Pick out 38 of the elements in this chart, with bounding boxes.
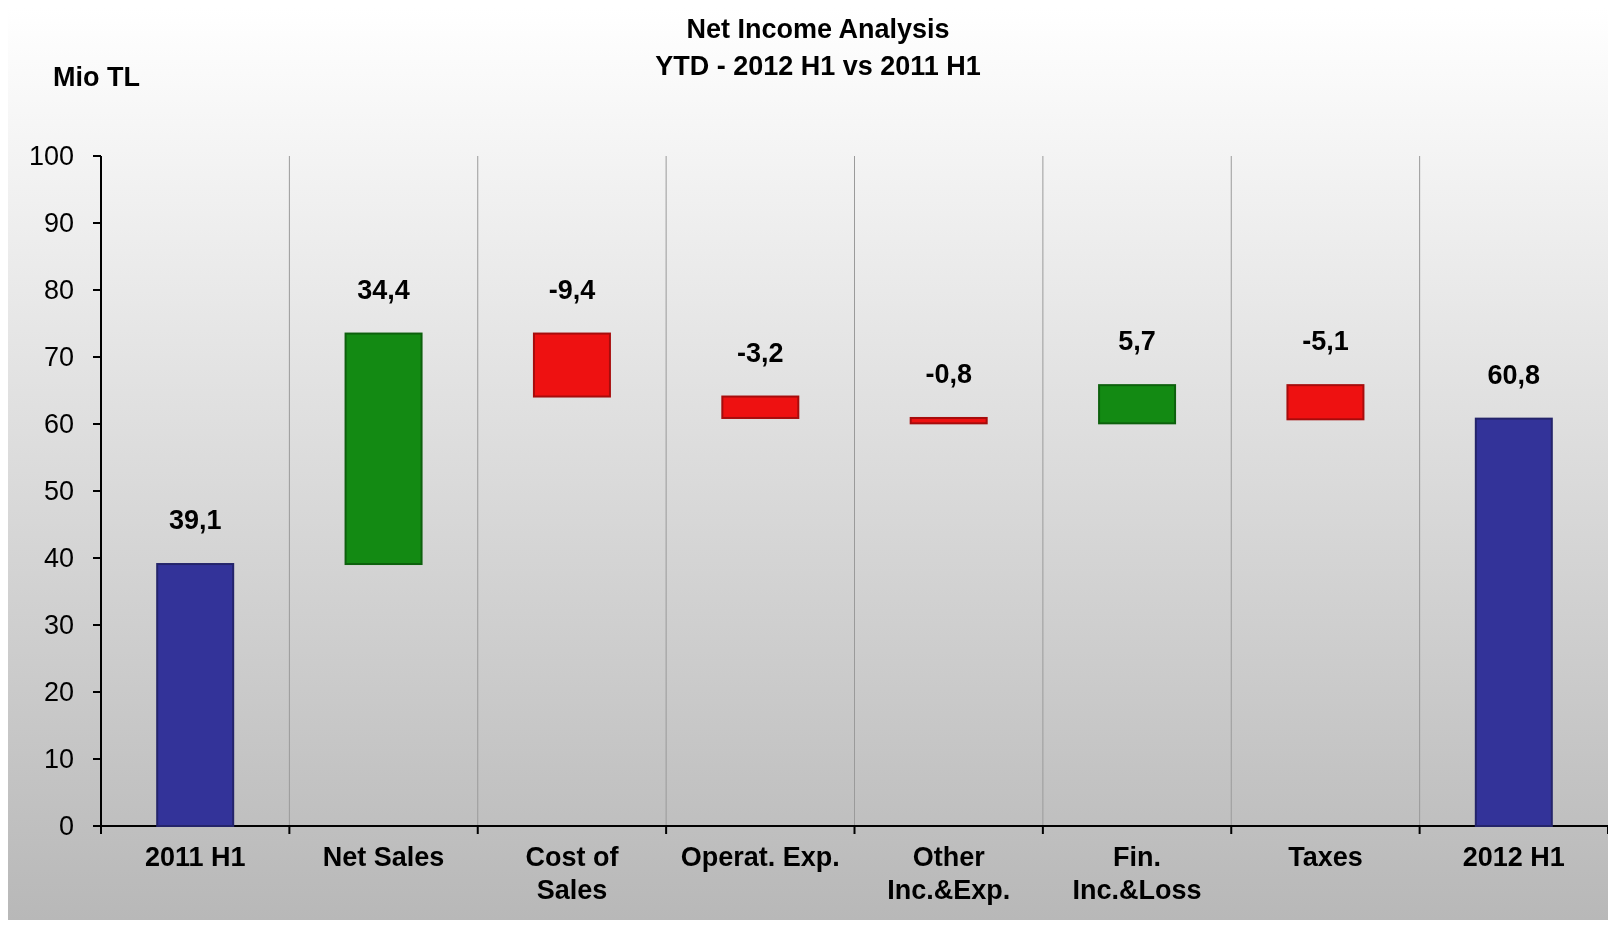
- data-label: -5,1: [1302, 326, 1349, 357]
- bar: [1286, 384, 1365, 421]
- y-axis-title: Mio TL: [53, 62, 140, 92]
- x-tick-label: Net Sales: [322, 842, 445, 872]
- y-tick-label: 80: [43, 275, 74, 306]
- x-tick-label: Taxes: [1288, 842, 1363, 872]
- data-label: -0,8: [925, 358, 972, 389]
- y-tick-label: 40: [43, 543, 74, 574]
- x-tick-label: Other Inc.&Exp.: [887, 842, 1011, 905]
- x-tick-label: 2011 H1: [144, 842, 246, 872]
- data-label: 5,7: [1118, 326, 1156, 357]
- y-tick-label: 20: [43, 677, 74, 708]
- data-label: -9,4: [548, 274, 596, 305]
- bar: [532, 332, 611, 398]
- data-label: 34,4: [357, 274, 410, 305]
- data-label: 39,1: [168, 505, 222, 536]
- y-tick-label: 30: [43, 610, 74, 641]
- x-tick-label: Fin. Inc.&Loss: [1072, 842, 1202, 905]
- bar: [1474, 417, 1553, 827]
- y-tick-label: 10: [43, 744, 74, 775]
- x-tick-label: Operat. Exp.: [680, 842, 840, 872]
- y-tick-label: 60: [43, 409, 74, 440]
- data-label: 60,8: [1487, 359, 1541, 390]
- y-tick-label: 0: [58, 811, 74, 842]
- x-tick-label: 2012 H1: [1462, 842, 1565, 872]
- y-tick-label: 70: [43, 342, 74, 373]
- bar: [909, 416, 988, 425]
- bar: [344, 332, 423, 566]
- data-label: -3,2: [737, 337, 784, 368]
- bar: [1098, 384, 1177, 425]
- y-tick-label: 50: [43, 476, 74, 507]
- chart-title: Net Income Analysis: [686, 14, 950, 44]
- bar: [156, 563, 235, 827]
- chart-subtitle: YTD - 2012 H1 vs 2011 H1: [655, 51, 981, 81]
- x-tick-label: Cost of Sales: [525, 842, 620, 905]
- y-tick-label: 90: [43, 208, 74, 239]
- bar: [721, 395, 800, 419]
- y-tick-label: 100: [28, 141, 74, 172]
